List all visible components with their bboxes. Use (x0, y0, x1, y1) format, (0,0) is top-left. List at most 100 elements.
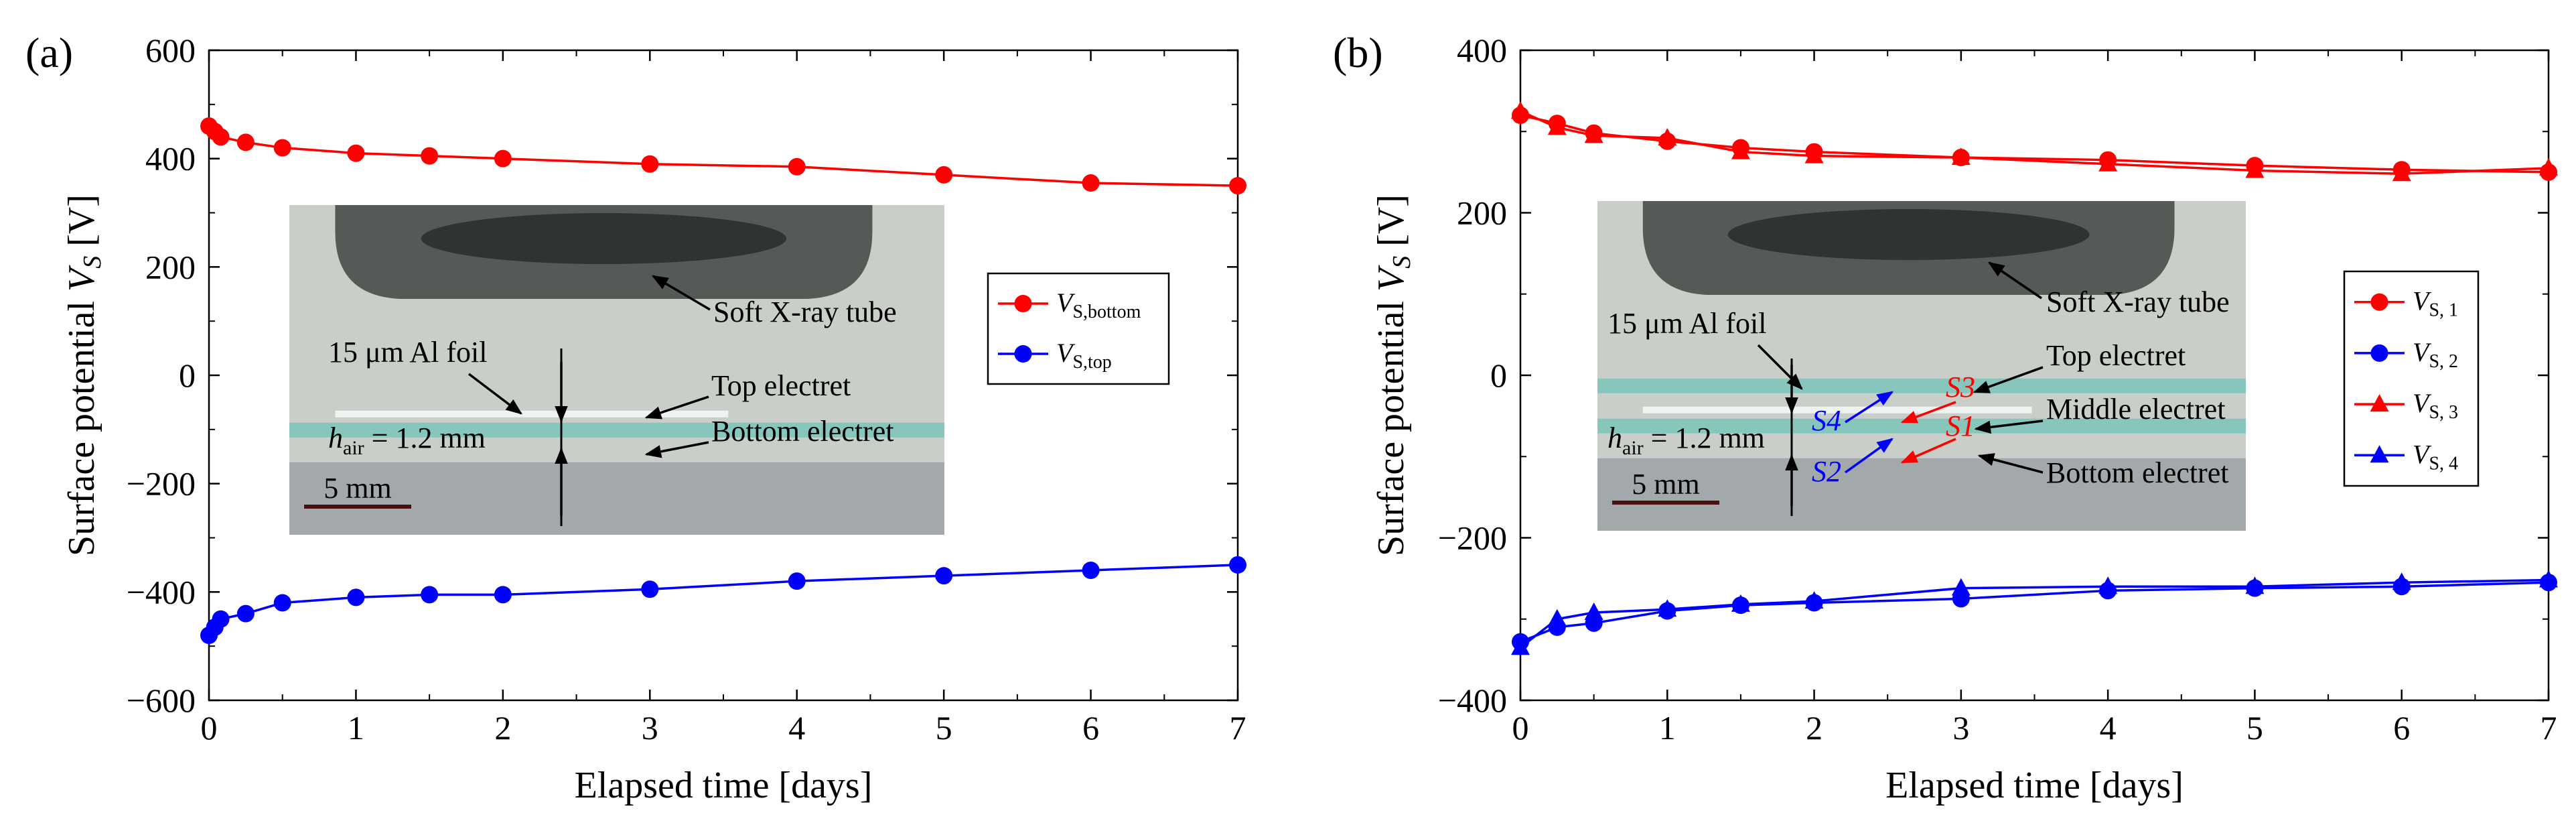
panel-label: (a) (25, 29, 73, 76)
chart-panel-b: (b) 0 1 2 3 4 5 6 7 400 200 0 −200 −400 Elapsed time [… (1333, 29, 2558, 806)
top-electret-label: Top electret (2046, 339, 2186, 372)
x-axis-label: Elapsed time [days] (1885, 765, 2184, 806)
electret-layer (289, 422, 944, 438)
y-tick-label: −200 (127, 465, 196, 503)
data-point (1731, 141, 1750, 159)
tube-label: Soft X-ray tube (2046, 285, 2230, 318)
data-point (641, 580, 659, 598)
y-axis-label: Surface potential VS [V] (61, 194, 106, 556)
legend-marker (2370, 445, 2389, 463)
y-tick-label: −200 (1438, 519, 1507, 557)
xray-tube-window (421, 213, 787, 264)
data-point (1584, 125, 1603, 143)
legend-box (987, 272, 1170, 385)
tube-arrow (651, 275, 711, 311)
foil-label: 15 μm Al foil (328, 336, 488, 369)
y-tick-label: 400 (145, 140, 196, 178)
data-point (1511, 101, 1530, 119)
x-axis-label: Elapsed time [days] (575, 765, 873, 806)
data-point (212, 610, 230, 628)
y-tick-label: 0 (1490, 357, 1507, 394)
x-tick-label: 0 (1512, 709, 1529, 747)
x-tick-label: 5 (936, 709, 952, 747)
data-point (347, 144, 365, 162)
data-point (347, 588, 365, 606)
legend-marker (2370, 344, 2388, 362)
data-point (1547, 117, 1567, 135)
data-point (2392, 164, 2411, 182)
panel-label: (b) (1333, 29, 1383, 76)
scale-bar-label: 5 mm (324, 472, 391, 505)
x-tick-label: 2 (1806, 709, 1822, 747)
s1-label: S1 (1946, 409, 1975, 442)
y-tick-label: 200 (1457, 194, 1507, 232)
data-point (1731, 594, 1750, 612)
s2-arrow (1844, 438, 1893, 474)
data-point (421, 147, 439, 165)
legend-label: VS, 2 (2413, 337, 2458, 372)
scale-bar-label: 5 mm (1632, 468, 1699, 501)
data-point (2392, 572, 2411, 590)
data-point (1082, 174, 1100, 192)
data-point (1951, 578, 1971, 596)
y-tick-label: 200 (145, 248, 196, 285)
data-point (935, 166, 953, 184)
top-arrow (644, 395, 709, 420)
data-point (421, 586, 439, 604)
electret-layer (1597, 418, 2246, 434)
data-point (641, 155, 659, 173)
data-point (788, 572, 806, 590)
data-point (236, 133, 255, 151)
inset-base (1597, 458, 2246, 531)
hair-label: hair = 1.2 mm (328, 422, 486, 459)
top-arrow (1973, 366, 2044, 393)
legend-label: VS,top (1056, 338, 1112, 373)
s3-label: S3 (1946, 371, 1975, 403)
legend-label: VS,bottom (1056, 287, 1141, 322)
data-point (788, 157, 806, 176)
data-point (1082, 562, 1100, 579)
s2-label: S2 (1812, 455, 1841, 488)
middle-arrow (1974, 420, 2044, 434)
xray-tube-window (1727, 209, 2090, 260)
data-point (2245, 576, 2265, 594)
data-point (2245, 160, 2265, 178)
electret-layer (1642, 406, 2032, 413)
y-tick-label: −600 (127, 682, 196, 719)
x-tick-label: 2 (494, 709, 511, 747)
y-tick-label: 600 (145, 31, 196, 69)
data-point (1229, 556, 1246, 574)
data-point (2098, 576, 2118, 594)
y-tick-label: −400 (1438, 682, 1507, 719)
data-point (212, 128, 230, 146)
x-tick-label: 6 (1082, 709, 1099, 747)
hair-label: hair = 1.2 mm (1607, 422, 1765, 459)
tube-arrow (1987, 261, 2042, 300)
electret-layer (335, 410, 729, 418)
data-point (1547, 609, 1567, 627)
x-tick-label: 7 (1230, 709, 1246, 747)
data-point (1229, 177, 1246, 195)
x-tick-label: 1 (348, 709, 364, 747)
tube-label: Soft X-ray tube (713, 296, 897, 328)
y-tick-label: 400 (1457, 31, 1507, 69)
legend-marker (2370, 293, 2388, 311)
data-point (2539, 570, 2558, 588)
data-point (1511, 637, 1530, 655)
legend-box (2343, 270, 2480, 487)
data-point (935, 567, 953, 585)
data-point (494, 586, 512, 604)
data-point (1658, 127, 1677, 145)
x-tick-label: 1 (1659, 709, 1676, 747)
data-point (236, 604, 255, 623)
x-tick-label: 3 (642, 709, 658, 747)
bottom-arrow (1977, 453, 2044, 474)
foil-arrow (468, 373, 522, 415)
x-tick-label: 6 (2393, 709, 2410, 747)
s3-arrow (1900, 401, 1956, 424)
x-tick-label: 0 (201, 709, 218, 747)
y-axis-label: Surface potential VS [V] (1370, 194, 1416, 556)
y-tick-label: −400 (127, 573, 196, 611)
top-electret-label: Top electret (711, 369, 851, 402)
